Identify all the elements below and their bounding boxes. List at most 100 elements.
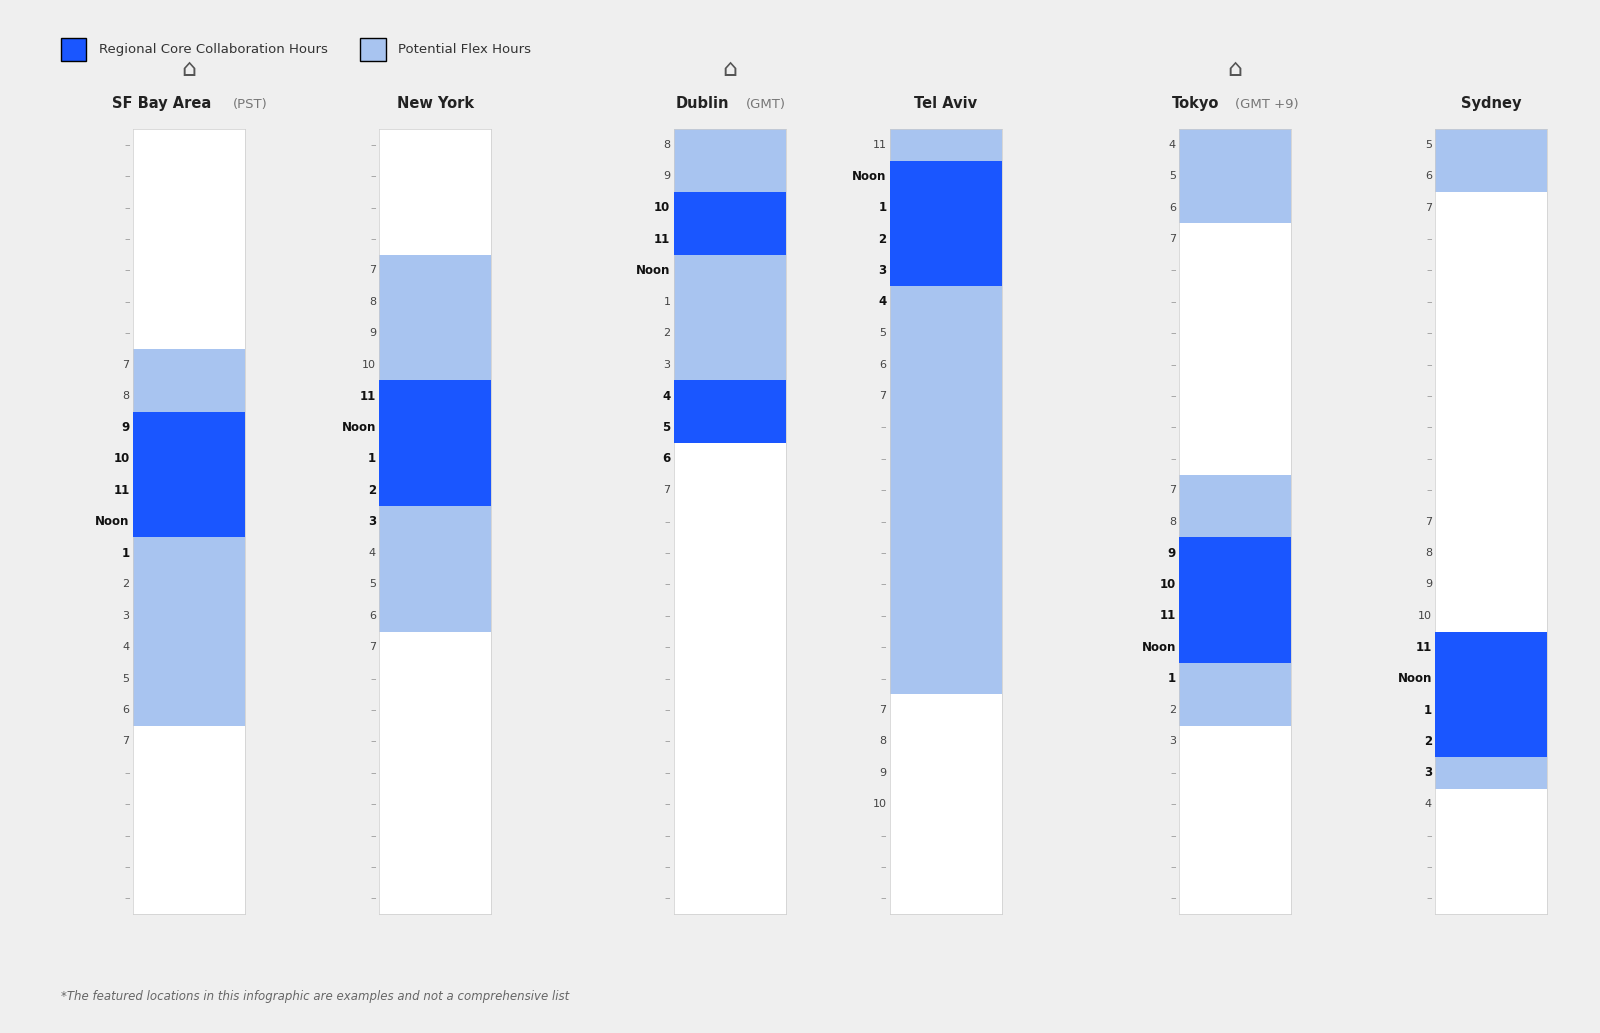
Text: 3: 3: [368, 515, 376, 528]
Text: 11: 11: [1416, 640, 1432, 654]
Text: 5: 5: [662, 421, 670, 434]
Text: (PST): (PST): [232, 97, 267, 111]
Text: 9: 9: [122, 421, 130, 434]
Text: 2: 2: [1170, 706, 1176, 715]
Text: –: –: [370, 674, 376, 684]
Text: –: –: [1426, 328, 1432, 338]
Text: 5: 5: [880, 328, 886, 338]
Text: 1: 1: [1168, 672, 1176, 685]
Text: 3: 3: [878, 264, 886, 277]
Text: 11: 11: [654, 232, 670, 246]
Text: 9: 9: [880, 768, 886, 778]
Text: ⌂: ⌂: [181, 57, 197, 82]
Text: 10: 10: [1418, 611, 1432, 621]
Text: 7: 7: [123, 737, 130, 747]
Bar: [1179, 663, 1291, 726]
Bar: [890, 160, 1002, 286]
Bar: [133, 412, 245, 537]
Text: 10: 10: [362, 359, 376, 370]
Text: 11: 11: [360, 389, 376, 403]
Text: 7: 7: [880, 706, 886, 715]
Text: –: –: [664, 863, 670, 872]
Bar: [1435, 631, 1547, 757]
Text: 8: 8: [370, 296, 376, 307]
Text: –: –: [1170, 265, 1176, 276]
Bar: [133, 537, 245, 726]
Text: –: –: [370, 863, 376, 872]
Text: 11: 11: [1160, 609, 1176, 622]
Text: ⌂: ⌂: [722, 57, 738, 82]
Text: 7: 7: [370, 643, 376, 652]
Text: –: –: [1426, 296, 1432, 307]
Text: 4: 4: [662, 389, 670, 403]
Bar: [379, 255, 491, 380]
Text: Noon: Noon: [1142, 640, 1176, 654]
Text: 10: 10: [654, 201, 670, 214]
Text: 1: 1: [1424, 703, 1432, 717]
Text: –: –: [1170, 863, 1176, 872]
Text: 9: 9: [370, 328, 376, 338]
Bar: [1435, 129, 1547, 192]
Text: –: –: [370, 234, 376, 244]
Bar: [379, 506, 491, 631]
Text: –: –: [370, 139, 376, 150]
Text: –: –: [664, 643, 670, 652]
Text: 3: 3: [123, 611, 130, 621]
Text: –: –: [664, 611, 670, 621]
Text: –: –: [1170, 328, 1176, 338]
Text: 7: 7: [1170, 486, 1176, 495]
Text: 6: 6: [1426, 171, 1432, 181]
Text: –: –: [1426, 863, 1432, 872]
Text: –: –: [1426, 359, 1432, 370]
Text: –: –: [1170, 359, 1176, 370]
Text: 10: 10: [1160, 578, 1176, 591]
Text: 7: 7: [1426, 516, 1432, 527]
Text: –: –: [370, 768, 376, 778]
Text: 10: 10: [114, 452, 130, 465]
Bar: [1179, 129, 1291, 223]
Text: (GMT): (GMT): [746, 97, 786, 111]
Text: 4: 4: [878, 295, 886, 308]
Bar: [1435, 631, 1547, 788]
Bar: [1179, 474, 1291, 537]
Text: 8: 8: [1170, 516, 1176, 527]
Text: 2: 2: [1424, 735, 1432, 748]
Text: –: –: [880, 516, 886, 527]
Text: 9: 9: [664, 171, 670, 181]
Text: 5: 5: [123, 674, 130, 684]
Text: 2: 2: [664, 328, 670, 338]
Text: –: –: [880, 580, 886, 590]
Text: –: –: [880, 894, 886, 904]
Bar: [890, 286, 1002, 694]
Text: –: –: [1426, 265, 1432, 276]
Text: –: –: [1426, 831, 1432, 841]
Text: 7: 7: [370, 265, 376, 276]
Text: –: –: [664, 706, 670, 715]
Text: –: –: [1170, 894, 1176, 904]
Text: –: –: [664, 768, 670, 778]
Text: –: –: [880, 549, 886, 558]
Text: Noon: Noon: [96, 515, 130, 528]
Text: 3: 3: [664, 359, 670, 370]
Text: *The featured locations in this infographic are examples and not a comprehensive: *The featured locations in this infograp…: [61, 991, 570, 1003]
Text: 3: 3: [1170, 737, 1176, 747]
Text: –: –: [370, 737, 376, 747]
Text: –: –: [880, 611, 886, 621]
Text: 6: 6: [880, 359, 886, 370]
Text: –: –: [370, 171, 376, 181]
Bar: [133, 349, 245, 412]
Text: 8: 8: [880, 737, 886, 747]
Bar: [674, 129, 786, 192]
Text: 1: 1: [122, 546, 130, 560]
Text: –: –: [1426, 453, 1432, 464]
Text: Potential Flex Hours: Potential Flex Hours: [398, 43, 531, 56]
Text: 5: 5: [370, 580, 376, 590]
Text: 7: 7: [1426, 202, 1432, 213]
Bar: [674, 255, 786, 380]
Text: SF Bay Area: SF Bay Area: [112, 95, 211, 111]
Text: –: –: [880, 486, 886, 495]
Text: –: –: [1170, 296, 1176, 307]
Text: –: –: [1170, 392, 1176, 401]
Text: –: –: [370, 800, 376, 809]
Text: –: –: [664, 894, 670, 904]
